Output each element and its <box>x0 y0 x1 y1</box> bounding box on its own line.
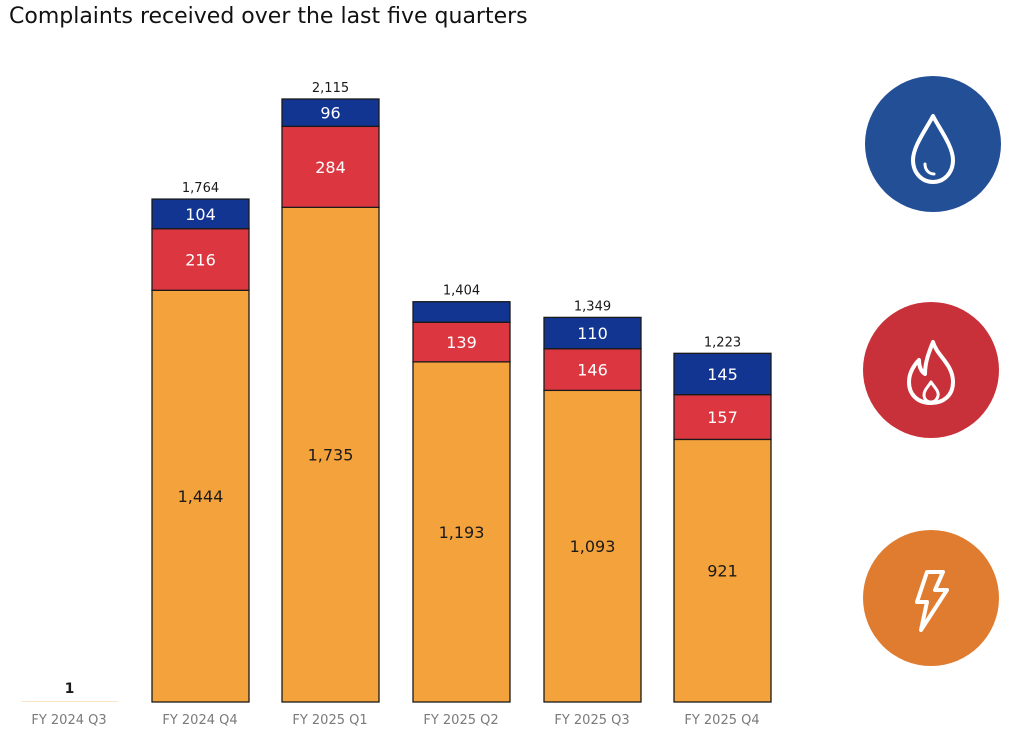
bar-top-segment <box>281 98 380 128</box>
x-tick-label: FY 2025 Q3 <box>554 713 629 728</box>
segment-value-label: 1,444 <box>178 487 224 506</box>
bar-top-segment <box>151 198 250 230</box>
segment-value-label: 139 <box>446 333 477 352</box>
lightning-bolt-icon <box>863 530 999 666</box>
total-value-label: 1,223 <box>704 335 741 350</box>
flame-icon <box>863 302 999 438</box>
x-tick-label: FY 2024 Q4 <box>162 713 237 728</box>
bars-layer <box>21 98 772 703</box>
segment-value-label: 110 <box>577 324 608 343</box>
total-value-label: 2,115 <box>312 81 349 96</box>
bar-base-segment <box>281 206 380 703</box>
segment-value-label: 921 <box>707 562 738 581</box>
bar-middle-segment <box>281 125 380 208</box>
total-value-label: 1,404 <box>443 284 480 299</box>
segment-value-label: 146 <box>577 361 608 380</box>
bar-base-segment <box>151 289 250 703</box>
total-value-label: 1,764 <box>182 181 219 196</box>
segment-value-label: 157 <box>707 408 738 427</box>
bar-middle-segment <box>412 321 511 363</box>
segment-value-label: 96 <box>320 104 340 123</box>
segment-value-label: 1,193 <box>439 523 485 542</box>
segment-value-label: 1,735 <box>308 446 354 465</box>
total-value-label: 1 <box>65 681 75 697</box>
bar-base-segment <box>543 389 642 703</box>
x-tick-label: FY 2025 Q2 <box>423 713 498 728</box>
water-drop-icon <box>865 76 1001 212</box>
bar-base-segment <box>673 438 772 703</box>
bar-top-segment <box>543 316 642 350</box>
bar-top-segment <box>412 301 511 323</box>
x-tick-label: FY 2024 Q3 <box>31 713 106 728</box>
segment-value-label: 284 <box>315 158 346 177</box>
segment-value-label: 145 <box>707 365 738 384</box>
bar-top-segment <box>673 352 772 396</box>
x-tick-label: FY 2025 Q4 <box>684 713 759 728</box>
segment-value-label: 1,093 <box>570 537 616 556</box>
bar-base-segment <box>412 361 511 703</box>
segment-value-label: 104 <box>185 205 216 224</box>
x-tick-label: FY 2025 Q1 <box>292 713 367 728</box>
total-value-label: 1,349 <box>574 299 611 314</box>
bar-middle-segment <box>673 394 772 441</box>
stacked-bar-chart: 1 FY 2024 Q3 1,444 216 104 1,764 FY 2024 Q4 1,7… <box>21 81 772 728</box>
segment-value-label: 216 <box>185 251 216 270</box>
labels-layer: 1 FY 2024 Q3 1,444 216 104 1,764 FY 2024 Q4 1,7… <box>31 81 759 728</box>
chart-title: Complaints received over the last five q… <box>9 4 528 29</box>
